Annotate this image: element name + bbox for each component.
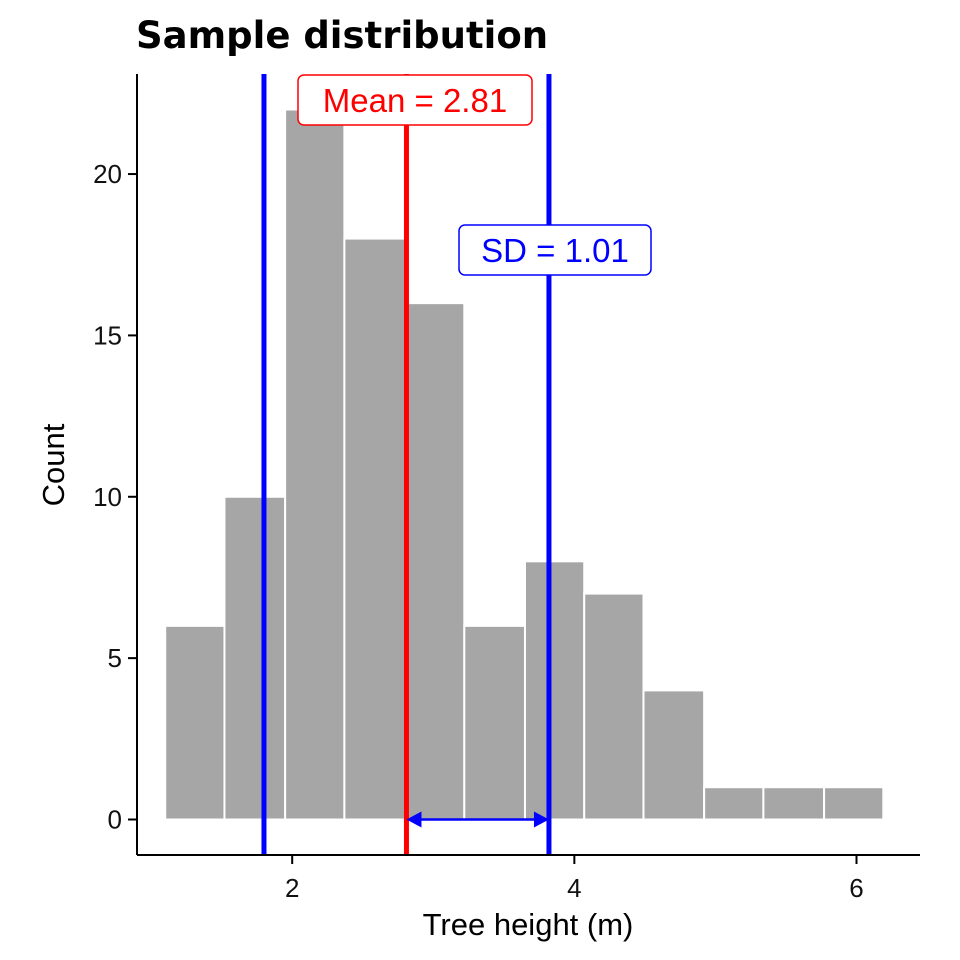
sd-arrow-head-left	[406, 811, 422, 828]
histogram-bar-12	[823, 786, 885, 821]
x-tick-label: 2	[285, 873, 299, 903]
sd-arrow-layer	[406, 811, 549, 828]
histogram-bar-3	[284, 108, 346, 821]
histogram-bar-4	[343, 237, 407, 821]
mean-label-text: Mean = 2.81	[323, 82, 507, 119]
y-axis-title: Count	[36, 423, 71, 506]
y-tick-label: 5	[108, 643, 122, 673]
mean-annotation: Mean = 2.81	[297, 74, 533, 126]
chart-title: Sample distribution	[136, 14, 548, 57]
x-ticks-layer: 2 4 6	[285, 855, 864, 903]
histogram-bar-6	[463, 624, 526, 821]
x-axis-title: Tree height (m)	[423, 907, 634, 942]
histogram-bar-2	[223, 495, 287, 821]
histogram-bar-11	[762, 786, 826, 821]
histogram-bar-5	[404, 302, 466, 821]
y-tick-label: 20	[93, 159, 122, 189]
histogram-bar-9	[642, 689, 706, 821]
sd-label-box	[458, 224, 652, 276]
mean-label-box	[297, 74, 533, 126]
histogram-bar-8	[583, 592, 645, 821]
y-tick-label: 15	[93, 320, 122, 350]
sd-annotation: SD = 1.01	[458, 224, 652, 276]
histogram-bar-1	[164, 624, 226, 821]
x-tick-label: 4	[567, 873, 581, 903]
y-tick-label: 0	[108, 805, 122, 835]
y-tick-label: 10	[93, 482, 122, 512]
histogram-bar-10	[703, 786, 765, 821]
x-tick-label: 6	[849, 873, 863, 903]
sd-lines-layer	[261, 74, 552, 855]
bars-layer	[164, 108, 885, 821]
sd-arrow-head-right	[533, 811, 549, 828]
sd-label-text: SD = 1.01	[481, 232, 629, 269]
y-ticks-layer: 0 5 10 15 20	[93, 159, 137, 835]
histogram-bar-7	[523, 560, 586, 821]
